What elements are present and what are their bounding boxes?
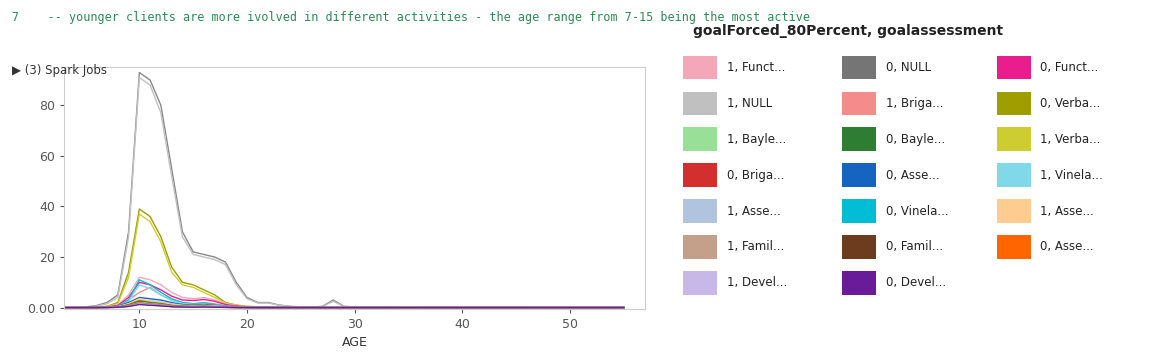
FancyBboxPatch shape <box>997 235 1030 259</box>
FancyBboxPatch shape <box>683 235 716 259</box>
Text: 0, Asse...: 0, Asse... <box>1041 240 1094 253</box>
Text: 0, Bayle...: 0, Bayle... <box>886 133 946 146</box>
FancyBboxPatch shape <box>842 163 876 187</box>
FancyBboxPatch shape <box>683 92 716 115</box>
Text: 0, NULL: 0, NULL <box>886 61 932 74</box>
Text: 1, Briga...: 1, Briga... <box>886 97 943 110</box>
Text: 7    -- younger clients are more ivolved in different activities - the age range: 7 -- younger clients are more ivolved in… <box>12 11 809 24</box>
FancyBboxPatch shape <box>997 199 1030 223</box>
FancyBboxPatch shape <box>842 56 876 79</box>
Text: 0, Verba...: 0, Verba... <box>1041 97 1100 110</box>
FancyBboxPatch shape <box>997 163 1030 187</box>
FancyBboxPatch shape <box>997 127 1030 151</box>
FancyBboxPatch shape <box>683 271 716 295</box>
Text: 0, Briga...: 0, Briga... <box>727 169 784 182</box>
Text: ▶ (3) Spark Jobs: ▶ (3) Spark Jobs <box>12 64 107 77</box>
FancyBboxPatch shape <box>683 56 716 79</box>
FancyBboxPatch shape <box>997 92 1030 115</box>
Text: 1, Famil...: 1, Famil... <box>727 240 784 253</box>
Text: 1, Devel...: 1, Devel... <box>727 276 787 289</box>
Text: 0, Vinela...: 0, Vinela... <box>886 204 949 218</box>
FancyBboxPatch shape <box>842 127 876 151</box>
Text: 0, Asse...: 0, Asse... <box>886 169 940 182</box>
Text: 0, Famil...: 0, Famil... <box>886 240 943 253</box>
Text: 1, Verba...: 1, Verba... <box>1041 133 1100 146</box>
Text: 1, NULL: 1, NULL <box>727 97 772 110</box>
FancyBboxPatch shape <box>842 271 876 295</box>
FancyBboxPatch shape <box>842 92 876 115</box>
FancyBboxPatch shape <box>997 56 1030 79</box>
FancyBboxPatch shape <box>683 127 716 151</box>
Text: 1, Asse...: 1, Asse... <box>1041 204 1094 218</box>
X-axis label: AGE: AGE <box>342 337 368 349</box>
Text: 1, Funct...: 1, Funct... <box>727 61 785 74</box>
FancyBboxPatch shape <box>683 163 716 187</box>
FancyBboxPatch shape <box>842 235 876 259</box>
Text: 1, Vinela...: 1, Vinela... <box>1041 169 1104 182</box>
Text: 1, Bayle...: 1, Bayle... <box>727 133 786 146</box>
Text: 1, Asse...: 1, Asse... <box>727 204 780 218</box>
FancyBboxPatch shape <box>842 199 876 223</box>
Text: 0, Devel...: 0, Devel... <box>886 276 946 289</box>
Text: goalForced_80Percent, goalassessment: goalForced_80Percent, goalassessment <box>693 23 1003 38</box>
FancyBboxPatch shape <box>683 199 716 223</box>
Text: 0, Funct...: 0, Funct... <box>1041 61 1099 74</box>
